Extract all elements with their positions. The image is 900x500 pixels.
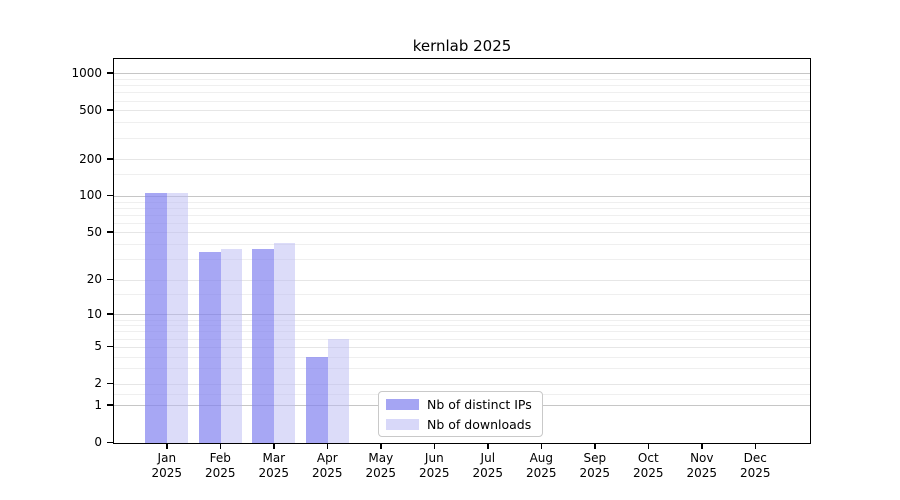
minor-gridline bbox=[114, 174, 810, 176]
minor-gridline bbox=[114, 122, 810, 124]
y-tick-label: 1000 bbox=[71, 65, 102, 80]
bar-nb-of-distinct-ips-jan bbox=[145, 193, 168, 443]
y-tick-mark bbox=[107, 382, 113, 385]
x-tick-mark bbox=[166, 444, 168, 449]
x-tick-mark bbox=[701, 444, 703, 449]
x-tick-label-jul: Jul 2025 bbox=[472, 451, 504, 480]
x-tick-label-aug: Aug 2025 bbox=[526, 451, 557, 480]
y-tick-mark bbox=[107, 313, 113, 315]
x-tick-mark bbox=[326, 444, 329, 449]
minor-gridline bbox=[114, 368, 810, 370]
minor-gridline bbox=[114, 331, 810, 333]
x-tick-mark bbox=[219, 444, 222, 449]
y-tick-mark bbox=[107, 72, 113, 74]
y-tick-mark bbox=[107, 194, 113, 197]
y-tick-label: 50 bbox=[86, 224, 102, 239]
legend-swatch-distinct-ips bbox=[386, 398, 419, 410]
y-tick-label: 200 bbox=[79, 151, 102, 166]
x-tick-label-feb: Feb 2025 bbox=[205, 451, 236, 480]
legend-swatch-downloads bbox=[386, 418, 419, 430]
y-tick-label: 10 bbox=[86, 306, 102, 321]
x-tick-label-jun: Jun 2025 bbox=[419, 451, 450, 480]
x-tick-label-nov: Nov 2025 bbox=[686, 451, 718, 480]
x-tick-mark bbox=[594, 444, 596, 449]
y-tick-mark bbox=[107, 158, 113, 160]
bar-nb-of-downloads-jan bbox=[167, 193, 189, 443]
y-tick-label: 20 bbox=[86, 272, 102, 287]
gridline bbox=[114, 346, 810, 348]
chart-title: kernlab 2025 bbox=[412, 37, 512, 55]
y-tick-mark bbox=[107, 109, 113, 111]
bar-nb-of-downloads-apr bbox=[327, 339, 349, 443]
bar-nb-of-distinct-ips-mar bbox=[252, 248, 275, 443]
legend: Nb of distinct IPs Nb of downloads bbox=[378, 391, 543, 437]
minor-gridline bbox=[114, 222, 810, 224]
legend-label-downloads: Nb of downloads bbox=[427, 416, 532, 432]
y-tick-label: 0 bbox=[94, 435, 102, 449]
minor-gridline bbox=[114, 244, 810, 246]
y-tick-mark bbox=[107, 231, 113, 233]
gridline bbox=[114, 110, 810, 112]
y-tick-label: 5 bbox=[94, 339, 102, 354]
legend-entry-distinct-ips: Nb of distinct IPs bbox=[386, 397, 542, 412]
minor-gridline bbox=[114, 137, 810, 139]
minor-gridline bbox=[114, 79, 810, 81]
x-tick-label-dec: Dec 2025 bbox=[740, 451, 771, 480]
minor-gridline bbox=[114, 356, 810, 358]
x-tick-label-oct: Oct 2025 bbox=[633, 451, 664, 480]
x-tick-label-sep: Sep 2025 bbox=[579, 451, 611, 480]
minor-gridline bbox=[114, 214, 810, 216]
x-tick-mark bbox=[754, 444, 757, 449]
gridline bbox=[114, 232, 810, 234]
bar-nb-of-distinct-ips-feb bbox=[198, 251, 221, 443]
minor-gridline bbox=[114, 259, 810, 261]
bar-nb-of-distinct-ips-apr bbox=[305, 357, 328, 443]
minor-gridline bbox=[114, 85, 810, 87]
y-tick-label: 500 bbox=[79, 102, 102, 117]
minor-gridline bbox=[114, 92, 810, 94]
x-tick-mark bbox=[540, 444, 543, 449]
y-tick-mark bbox=[107, 441, 113, 443]
gridline bbox=[114, 383, 810, 385]
bar-nb-of-downloads-feb bbox=[220, 248, 242, 443]
minor-gridline bbox=[114, 294, 810, 296]
y-tick-label: 2 bbox=[94, 376, 102, 391]
y-tick-mark bbox=[107, 345, 113, 348]
minor-gridline bbox=[114, 100, 810, 102]
y-tick-label: 1 bbox=[94, 397, 102, 412]
legend-label-distinct-ips: Nb of distinct IPs bbox=[427, 396, 532, 412]
gridline bbox=[114, 279, 810, 281]
y-tick-label: 100 bbox=[79, 188, 102, 203]
gridline bbox=[114, 195, 810, 197]
gridline bbox=[114, 73, 810, 75]
legend-entry-downloads: Nb of downloads bbox=[386, 417, 542, 432]
plot-area: Nb of distinct IPs Nb of downloads bbox=[113, 58, 811, 444]
x-tick-label-apr: Apr 2025 bbox=[312, 451, 343, 480]
minor-gridline bbox=[114, 325, 810, 327]
x-tick-label-mar: Mar 2025 bbox=[258, 451, 290, 480]
minor-gridline bbox=[114, 338, 810, 340]
x-tick-mark bbox=[380, 444, 382, 449]
x-tick-label-jan: Jan 2025 bbox=[151, 451, 183, 480]
x-tick-mark bbox=[647, 444, 650, 449]
y-tick-mark bbox=[107, 404, 113, 406]
x-tick-mark bbox=[433, 444, 436, 449]
x-tick-mark bbox=[487, 444, 489, 449]
minor-gridline bbox=[114, 207, 810, 209]
minor-gridline bbox=[114, 319, 810, 321]
minor-gridline bbox=[114, 201, 810, 203]
bar-nb-of-downloads-mar bbox=[274, 243, 296, 443]
gridline bbox=[114, 159, 810, 161]
x-tick-label-may: May 2025 bbox=[365, 451, 397, 480]
y-tick-mark bbox=[107, 278, 113, 281]
x-tick-mark bbox=[273, 444, 275, 449]
gridline bbox=[114, 314, 810, 316]
